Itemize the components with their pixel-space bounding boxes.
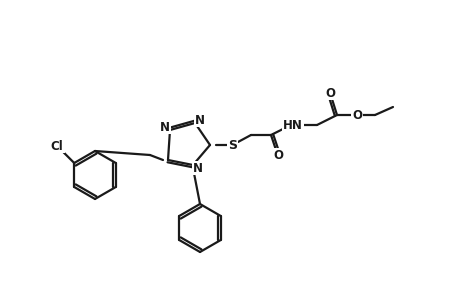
Text: S: S bbox=[228, 139, 237, 152]
Text: HN: HN bbox=[282, 118, 302, 131]
Text: O: O bbox=[272, 148, 282, 161]
Text: Cl: Cl bbox=[51, 140, 63, 152]
Text: O: O bbox=[325, 86, 334, 100]
Text: N: N bbox=[195, 113, 205, 127]
Text: O: O bbox=[351, 109, 361, 122]
Text: N: N bbox=[193, 161, 202, 175]
Text: N: N bbox=[160, 121, 170, 134]
